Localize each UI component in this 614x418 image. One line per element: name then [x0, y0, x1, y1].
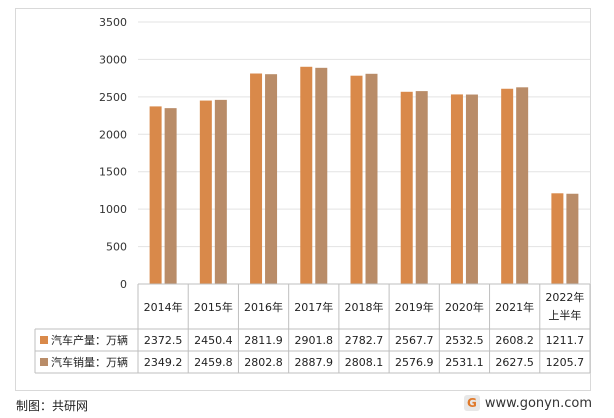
legend-label: 汽车销量：万辆	[51, 355, 128, 369]
data-label: 2531.1	[445, 356, 484, 369]
legend-key-sales	[40, 358, 48, 366]
data-label: 2802.8	[244, 356, 283, 369]
bar-production-6	[450, 94, 463, 284]
data-label: 1205.7	[546, 356, 585, 369]
x-tick-label: 2014年	[144, 300, 183, 314]
data-label: 2349.2	[144, 356, 183, 369]
x-tick-label: 2022年	[545, 290, 584, 304]
data-label: 2627.5	[495, 356, 534, 369]
data-label: 2567.7	[395, 334, 434, 347]
x-tick-label: 2017年	[294, 300, 333, 314]
data-label: 2372.5	[144, 334, 183, 347]
bar-sales-8	[566, 193, 579, 284]
bar-sales-0	[164, 108, 177, 284]
bar-sales-3	[315, 67, 328, 284]
data-label: 2901.8	[295, 334, 334, 347]
y-tick-label: 1000	[99, 203, 127, 216]
y-tick-label: 2000	[99, 128, 127, 141]
watermark: G www.gonyn.com	[463, 395, 592, 411]
y-tick-label: 2500	[99, 91, 127, 104]
bar-production-3	[300, 66, 313, 284]
x-tick-label: 2016年	[244, 300, 283, 314]
gonyn-logo-icon: G	[463, 395, 480, 411]
x-tick-label: 2019年	[395, 300, 434, 314]
bar-production-5	[400, 91, 413, 285]
bar-sales-5	[415, 91, 428, 284]
bar-production-4	[350, 75, 363, 284]
bar-production-8	[551, 193, 564, 284]
data-label: 2532.5	[445, 334, 484, 347]
bar-sales-2	[265, 74, 278, 284]
x-tick-label: 2020年	[445, 300, 484, 314]
bar-sales-7	[516, 87, 529, 284]
x-tick-label: 上半年	[548, 308, 581, 322]
data-label: 2450.4	[194, 334, 233, 347]
y-tick-label: 500	[106, 241, 127, 254]
bar-production-7	[501, 88, 514, 284]
y-tick-label: 1500	[99, 166, 127, 179]
x-tick-label: 2015年	[194, 300, 233, 314]
legend-key-production	[40, 336, 48, 344]
source-credit: 制图：共研网	[16, 399, 89, 413]
data-label: 2608.2	[495, 334, 534, 347]
y-tick-label: 3500	[99, 16, 127, 29]
watermark-url: www.gonyn.com	[484, 395, 592, 411]
data-label: 2459.8	[194, 356, 233, 369]
data-label: 2808.1	[345, 356, 384, 369]
y-tick-label: 0	[120, 278, 127, 291]
y-tick-label: 3000	[99, 53, 127, 66]
legend-label: 汽车产量：万辆	[51, 333, 128, 347]
bar-sales-1	[214, 99, 227, 285]
bar-production-1	[199, 100, 212, 284]
bar-sales-6	[465, 94, 478, 284]
data-label: 2782.7	[345, 334, 384, 347]
data-label: 2811.9	[244, 334, 283, 347]
bar-production-2	[250, 73, 263, 284]
data-label: 2887.9	[295, 356, 334, 369]
x-tick-label: 2021年	[495, 300, 534, 314]
data-label: 1211.7	[546, 334, 585, 347]
x-tick-label: 2018年	[345, 300, 384, 314]
bar-sales-4	[365, 73, 378, 284]
bar-production-0	[149, 106, 162, 284]
data-label: 2576.9	[395, 356, 434, 369]
